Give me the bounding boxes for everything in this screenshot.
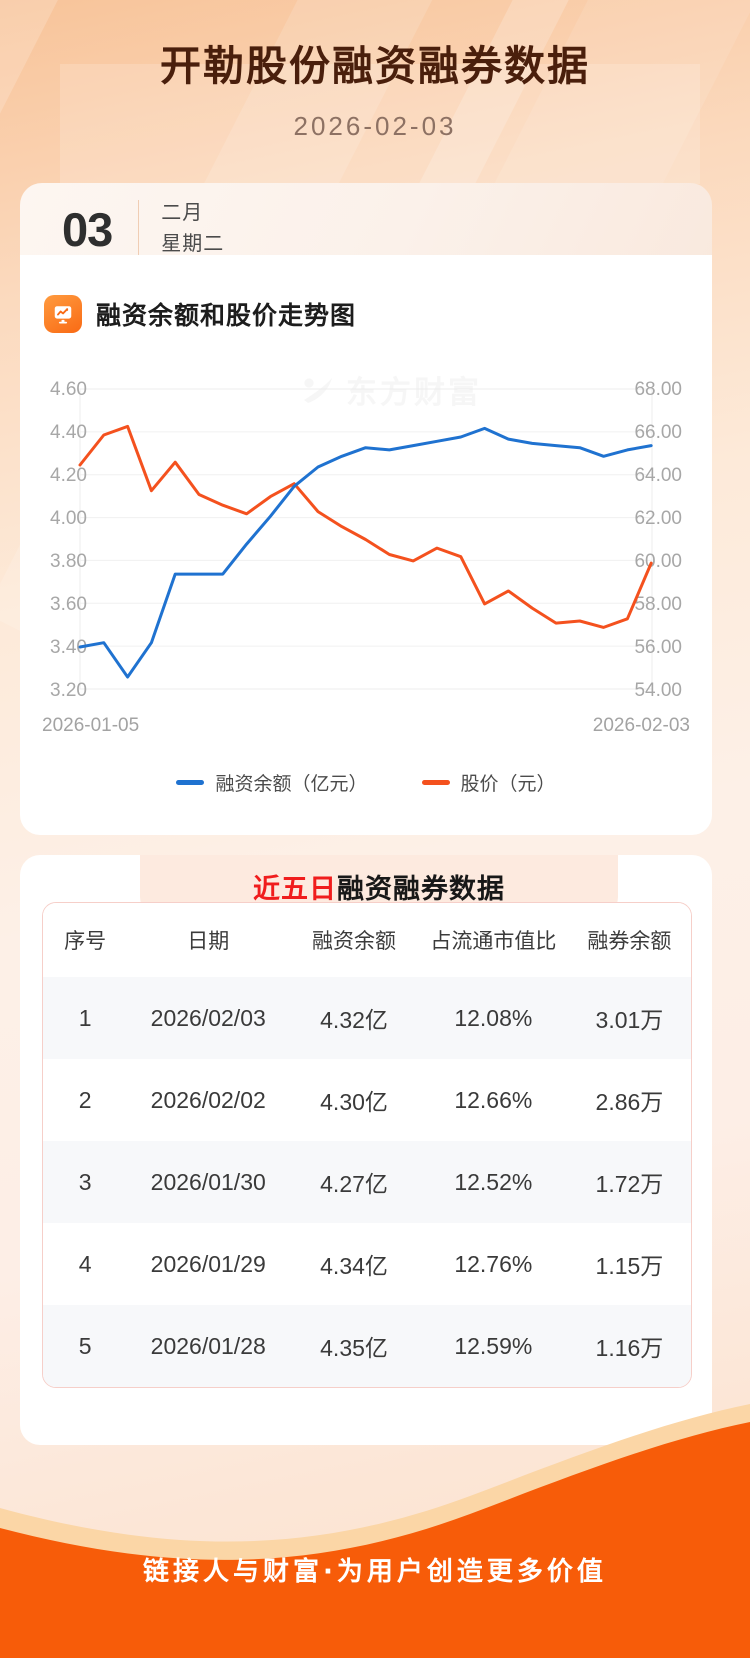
column-header-short: 融券余额 (567, 903, 691, 977)
svg-text:4.40: 4.40 (50, 422, 87, 443)
chart-heading: 融资余额和股价走势图 (96, 301, 357, 330)
page-subtitle-date: 2026-02-03 (293, 111, 457, 142)
table-title-rest: 融资融券数据 (337, 873, 505, 905)
legend-swatch-price (421, 780, 450, 785)
date-month: 二月 (161, 202, 204, 224)
table-title: 近五日融资融券数据 (253, 867, 505, 906)
svg-text:3.20: 3.20 (50, 680, 87, 701)
column-header-no: 序号 (43, 903, 128, 977)
table-row: 4 2026/01/29 4.34亿 12.76% 1.15万 (43, 1223, 691, 1305)
table-row: 5 2026/01/28 4.35亿 12.59% 1.16万 (43, 1305, 691, 1387)
cell-pct: 12.08% (454, 1004, 533, 1031)
table-header-row: 序号 日期 融资余额 占流通市值比 融券余额 (43, 903, 691, 977)
cell-short: 1.15万 (595, 1253, 664, 1279)
svg-text:2026-02-03: 2026-02-03 (593, 715, 690, 736)
cell-margin: 4.30亿 (320, 1089, 388, 1115)
date-weekday: 星期二 (161, 233, 225, 255)
cell-short: 2.86万 (595, 1089, 664, 1115)
cell-short: 3.01万 (595, 1007, 664, 1033)
svg-text:60.00: 60.00 (634, 551, 682, 572)
margin-trading-table: 序号 日期 融资余额 占流通市值比 融券余额 1 2026/02/03 4.32… (43, 903, 691, 1387)
series-line-price (78, 424, 653, 629)
svg-text:54.00: 54.00 (634, 680, 682, 701)
chart-card: 融资余额和股价走势图 东方财富 4.60 4.40 (20, 255, 712, 835)
cell-margin: 4.35亿 (320, 1335, 388, 1361)
cell-pct: 12.52% (454, 1168, 533, 1195)
cell-no: 1 (78, 1004, 92, 1031)
cell-pct: 12.59% (454, 1332, 533, 1359)
page-title: 开勒股份融资融券数据 (160, 42, 590, 90)
chart-card-header: 融资余额和股价走势图 (20, 255, 712, 333)
page-footer: 链接人与财富·为用户创造更多价值 (0, 1400, 750, 1658)
cell-margin: 4.27亿 (320, 1171, 388, 1197)
date-divider (138, 200, 140, 258)
date-day: 03 (62, 202, 113, 256)
cell-no: 2 (78, 1086, 92, 1113)
cell-no: 5 (78, 1332, 92, 1359)
cell-short: 1.16万 (595, 1335, 664, 1361)
series-line-margin (78, 426, 653, 679)
footer-slogan: 链接人与财富·为用户创造更多价值 (143, 1557, 607, 1587)
column-header-pct: 占流通市值比 (418, 903, 568, 977)
footer-wave (0, 1404, 750, 1658)
svg-text:62.00: 62.00 (634, 508, 682, 529)
cell-no: 4 (78, 1250, 92, 1277)
svg-text:3.80: 3.80 (50, 551, 87, 572)
svg-text:58.00: 58.00 (634, 594, 682, 615)
svg-text:68.00: 68.00 (634, 379, 682, 400)
legend-swatch-margin (176, 780, 205, 785)
data-table-wrapper: 序号 日期 融资余额 占流通市值比 融券余额 1 2026/02/03 4.32… (42, 902, 692, 1388)
cell-date: 2026/02/02 (150, 1086, 266, 1113)
cell-pct: 12.76% (454, 1250, 533, 1277)
cell-date: 2026/01/28 (150, 1332, 266, 1359)
chart-legend: 融资余额（亿元） 股价（元） (20, 769, 712, 796)
column-header-margin: 融资余额 (289, 903, 419, 977)
svg-text:2026-01-05: 2026-01-05 (42, 715, 139, 736)
svg-text:4.20: 4.20 (50, 465, 87, 486)
svg-text:4.00: 4.00 (50, 508, 87, 529)
table-row: 2 2026/02/02 4.30亿 12.66% 2.86万 (43, 1059, 691, 1141)
cell-date: 2026/01/30 (150, 1168, 266, 1195)
svg-text:4.60: 4.60 (50, 379, 87, 400)
cell-pct: 12.66% (454, 1086, 533, 1113)
svg-text:64.00: 64.00 (634, 465, 682, 486)
cell-date: 2026/02/03 (150, 1004, 266, 1031)
legend-item-margin-balance: 融资余额（亿元） (176, 769, 368, 796)
cell-margin: 4.34亿 (320, 1253, 388, 1279)
chart-plot-area: 东方财富 4.60 4.40 4.20 4.00 3.80 3.60 3.40 … (20, 359, 712, 759)
legend-item-price: 股价（元） (421, 769, 556, 796)
cell-date: 2026/01/29 (150, 1250, 266, 1277)
table-row: 1 2026/02/03 4.32亿 12.08% 3.01万 (43, 977, 691, 1059)
chart-svg: 4.60 4.40 4.20 4.00 3.80 3.60 3.40 3.20 … (42, 379, 690, 736)
legend-label-margin: 融资余额（亿元） (215, 774, 368, 795)
date-text-group: 二月 星期二 (161, 198, 224, 260)
cell-no: 3 (78, 1168, 92, 1195)
cell-short: 1.72万 (595, 1171, 664, 1197)
chart-monitor-icon (44, 295, 82, 333)
table-title-highlight: 近五日 (253, 873, 337, 905)
column-header-date: 日期 (127, 903, 290, 977)
cell-margin: 4.32亿 (320, 1007, 388, 1033)
svg-text:56.00: 56.00 (634, 637, 682, 658)
table-card: 近五日融资融券数据 东方财富 序号 日期 融资余额 占流通市值比 融券余额 1 … (20, 855, 712, 1445)
svg-text:3.60: 3.60 (50, 594, 87, 615)
page-header: 开勒股份融资融券数据 2026-02-03 (0, 0, 750, 142)
svg-text:66.00: 66.00 (634, 422, 682, 443)
svg-text:3.40: 3.40 (50, 637, 87, 658)
legend-label-price: 股价（元） (460, 774, 556, 795)
table-row: 3 2026/01/30 4.27亿 12.52% 1.72万 (43, 1141, 691, 1223)
